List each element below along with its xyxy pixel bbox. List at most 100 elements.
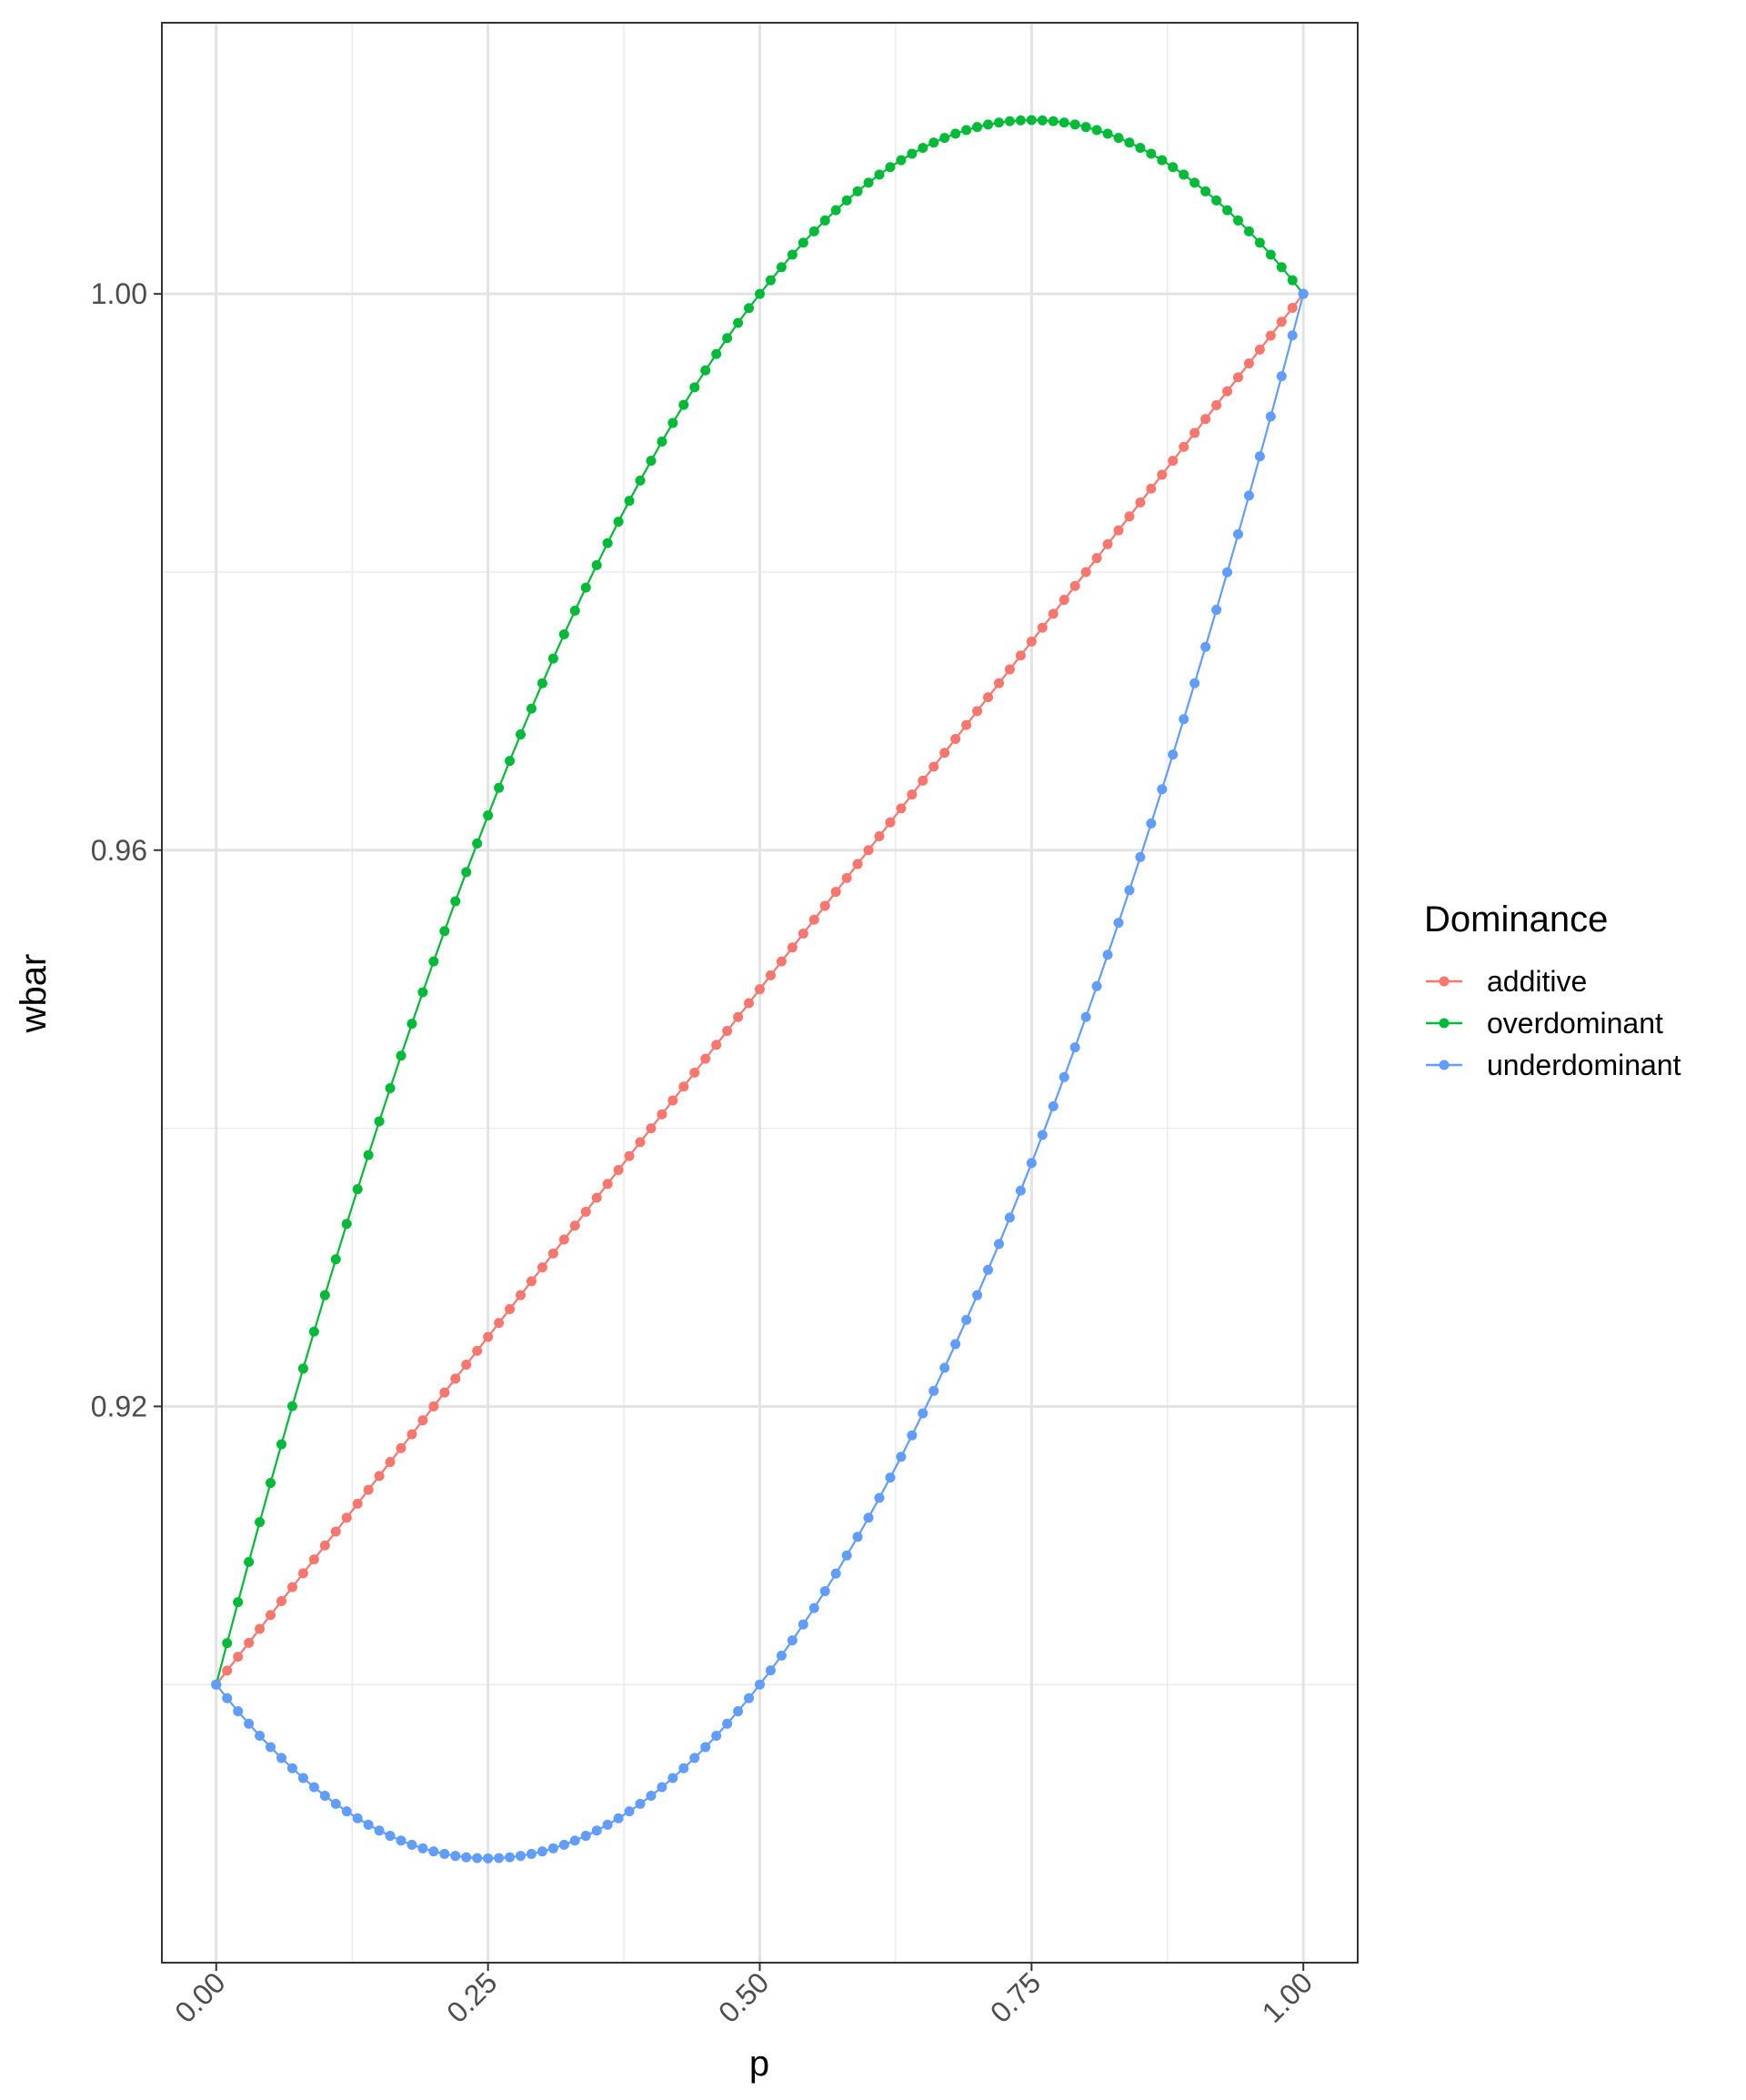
data-point	[406, 1019, 417, 1030]
data-point	[558, 1839, 569, 1850]
data-point	[624, 496, 635, 507]
data-point	[1080, 567, 1091, 578]
data-point	[266, 1477, 276, 1488]
data-point	[819, 1585, 830, 1596]
data-point	[918, 1408, 928, 1419]
data-point	[1026, 1158, 1037, 1169]
data-point	[385, 1457, 396, 1468]
data-point	[928, 761, 939, 772]
data-point	[787, 249, 798, 260]
data-point	[657, 437, 667, 447]
data-point	[896, 1452, 907, 1462]
data-point	[755, 984, 765, 995]
data-point	[526, 1276, 537, 1287]
data-point	[765, 1665, 776, 1676]
data-point	[852, 859, 863, 869]
data-point	[569, 1221, 580, 1231]
data-point	[330, 1526, 341, 1537]
data-point	[1211, 399, 1222, 410]
data-point	[276, 1439, 286, 1450]
data-point	[450, 896, 461, 907]
data-point	[450, 1373, 461, 1384]
data-point	[961, 125, 972, 136]
data-point	[505, 756, 516, 767]
data-point	[266, 1742, 276, 1753]
legend-item: additive	[1426, 965, 1587, 998]
data-point	[526, 703, 537, 714]
data-point	[635, 1798, 646, 1809]
data-point	[874, 830, 885, 841]
y-tick-label: 0.92	[91, 1390, 147, 1422]
data-point	[907, 789, 918, 800]
data-point	[1189, 678, 1200, 688]
legend-item: overdominant	[1426, 1007, 1663, 1040]
data-point	[222, 1665, 233, 1676]
data-point	[417, 987, 428, 998]
data-point	[222, 1638, 233, 1649]
data-point	[624, 1806, 635, 1817]
data-point	[983, 692, 994, 703]
data-point	[1069, 119, 1080, 130]
data-point	[819, 900, 830, 911]
legend-key-point	[1439, 976, 1450, 987]
data-point	[852, 186, 863, 196]
data-point	[972, 1290, 983, 1301]
data-point	[1157, 784, 1168, 795]
data-point	[374, 1825, 385, 1836]
data-point	[417, 1415, 428, 1426]
data-point	[646, 456, 657, 467]
data-point	[711, 1730, 722, 1741]
data-point	[319, 1791, 330, 1802]
data-point	[255, 1623, 266, 1634]
data-point	[1157, 155, 1168, 166]
data-point	[297, 1568, 308, 1579]
data-point	[537, 678, 547, 688]
data-point	[907, 1430, 918, 1441]
data-point	[787, 942, 798, 953]
data-point	[1287, 330, 1298, 341]
data-point	[722, 1026, 733, 1037]
legend-key-point	[1439, 1060, 1450, 1070]
data-point	[819, 215, 830, 226]
data-point	[580, 1831, 591, 1842]
data-point	[841, 195, 852, 206]
data-point	[841, 1550, 852, 1561]
legend-key-point	[1439, 1018, 1450, 1029]
data-point	[689, 1753, 700, 1763]
data-point	[266, 1610, 276, 1621]
data-point	[330, 1798, 341, 1809]
data-point	[1113, 525, 1124, 536]
data-point	[711, 348, 722, 359]
data-point	[733, 1706, 744, 1717]
data-point	[678, 1763, 689, 1773]
data-point	[352, 1184, 363, 1195]
data-point	[841, 872, 852, 883]
data-point	[602, 538, 613, 548]
data-point	[1146, 483, 1157, 494]
data-point	[722, 1718, 733, 1729]
data-point	[591, 559, 602, 570]
data-point	[1233, 528, 1243, 539]
data-point	[406, 1839, 417, 1850]
data-point	[613, 1813, 624, 1824]
data-point	[885, 817, 896, 828]
data-point	[830, 205, 841, 216]
data-point	[1113, 133, 1124, 144]
data-point	[928, 137, 939, 148]
data-point	[297, 1773, 308, 1783]
data-point	[1200, 186, 1211, 196]
data-point	[1233, 215, 1243, 226]
data-point	[233, 1706, 244, 1717]
data-point	[1222, 386, 1233, 397]
data-point	[1233, 372, 1243, 383]
data-point	[255, 1730, 266, 1741]
data-point	[569, 605, 580, 616]
data-point	[537, 1261, 547, 1272]
data-point	[483, 810, 494, 821]
y-axis-label: wbar	[14, 954, 54, 1034]
data-point	[1254, 344, 1265, 355]
legend-item: underdominant	[1426, 1049, 1681, 1081]
data-point	[1168, 162, 1179, 173]
data-point	[461, 867, 472, 878]
